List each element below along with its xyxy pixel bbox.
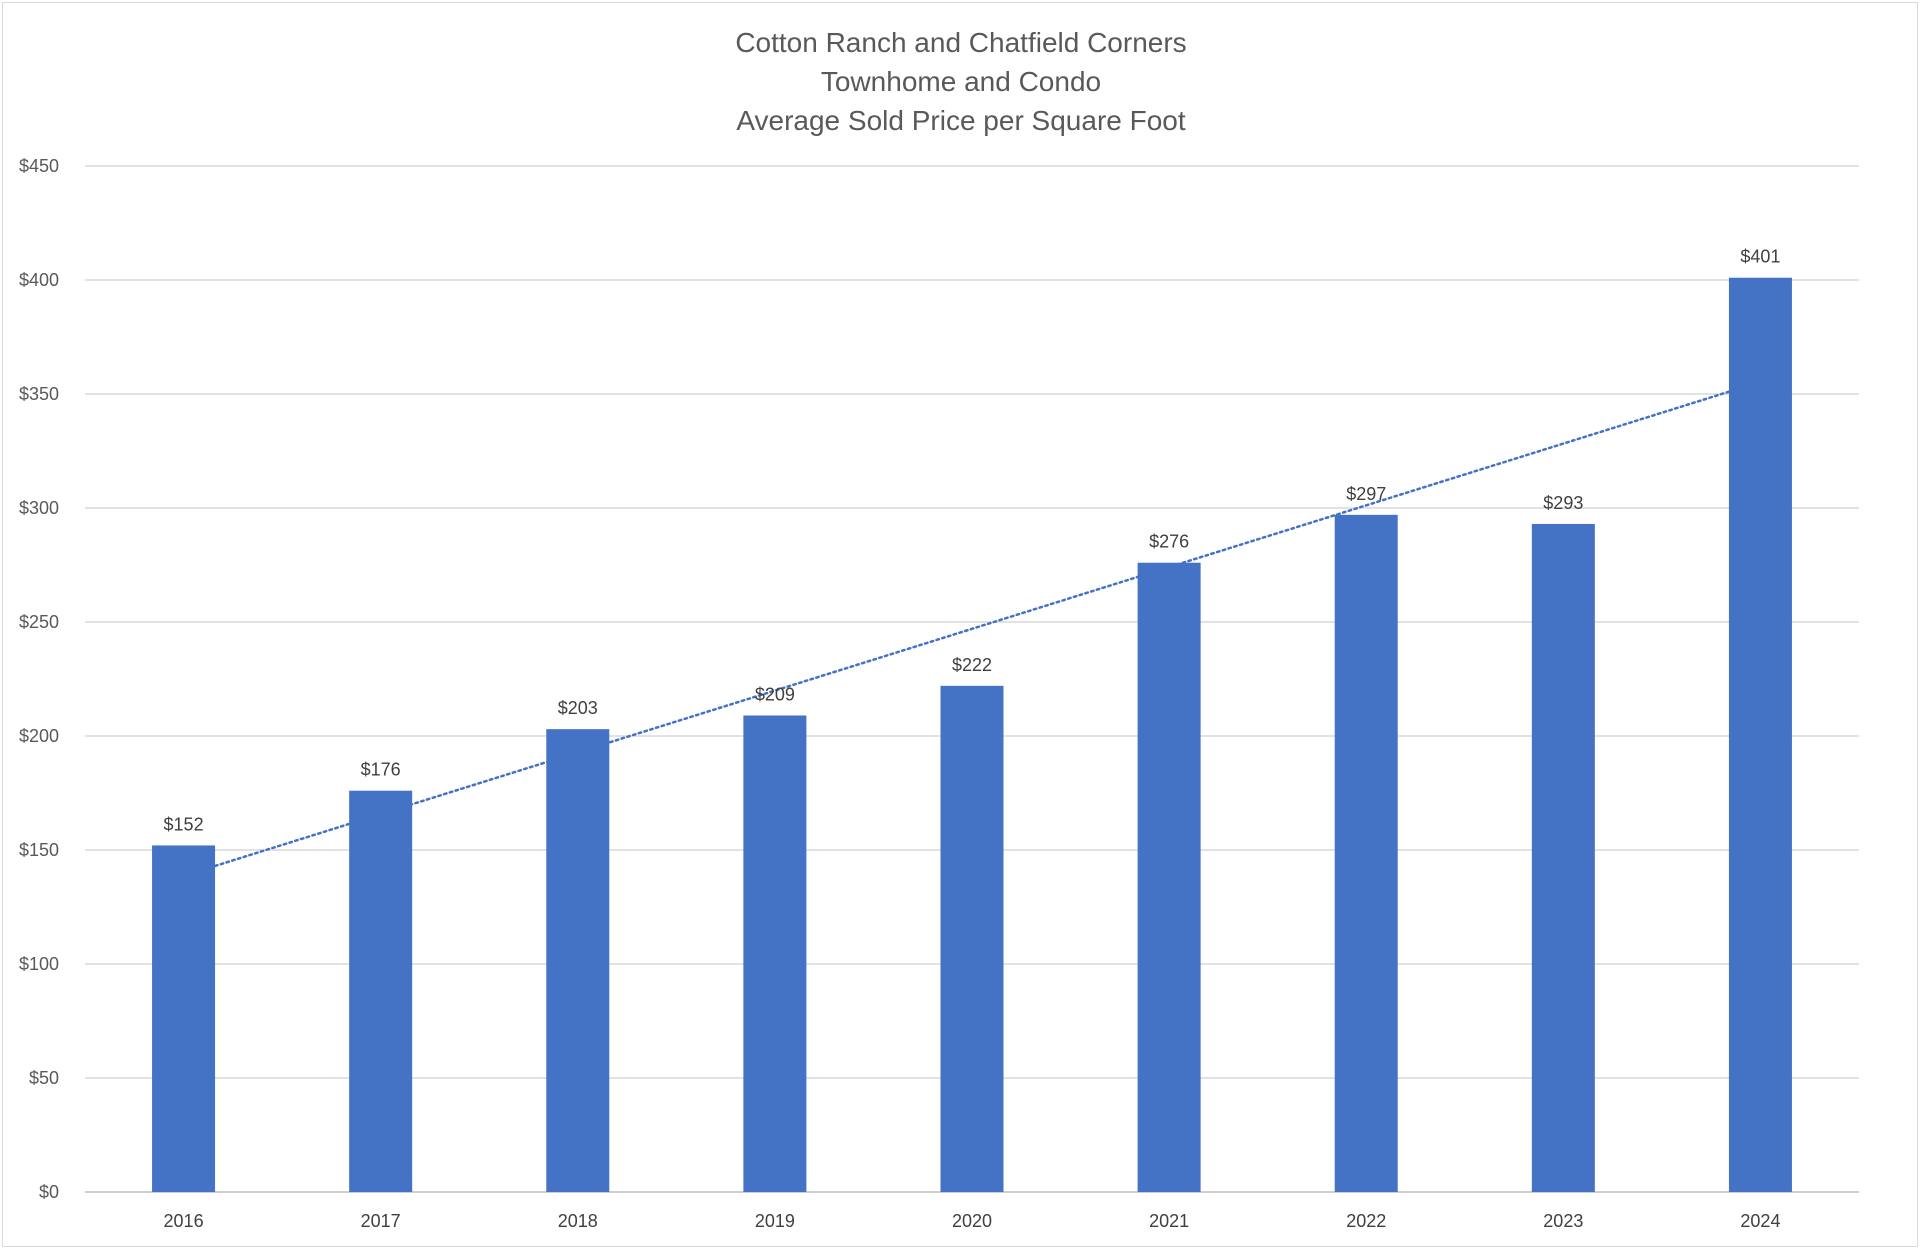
x-tick-label: 2022 (1346, 1211, 1386, 1231)
bar-2019 (743, 715, 807, 1192)
data-label-2016: $152 (164, 814, 204, 834)
x-tick-label: 2018 (558, 1211, 598, 1231)
data-label-2024: $401 (1740, 247, 1780, 267)
bar-2018 (546, 729, 610, 1192)
chart-title-line-2: Townhome and Condo (821, 66, 1101, 97)
bar-2021 (1137, 562, 1201, 1192)
x-tick-label: 2019 (755, 1211, 795, 1231)
bar-2016 (152, 845, 216, 1192)
bar-2022 (1334, 514, 1398, 1192)
x-tick-label: 2023 (1543, 1211, 1583, 1231)
x-tick-label: 2016 (164, 1211, 204, 1231)
chart-title-line-1: Cotton Ranch and Chatfield Corners (735, 27, 1186, 58)
y-axis-tick-labels: $0 $50 $100 $150 $200 $250 $300 $350 $400 $450 (19, 156, 59, 1202)
data-labels: $152 $176 $203 $209 $222 $276 $297 $293 $401 (164, 247, 1781, 835)
y-tick-label: $400 (19, 270, 59, 290)
bar-2020 (940, 685, 1004, 1192)
bars (152, 277, 1792, 1193)
x-tick-label: 2024 (1740, 1211, 1780, 1231)
y-tick-label: $300 (19, 498, 59, 518)
data-label-2022: $297 (1346, 484, 1386, 504)
x-tick-label: 2021 (1149, 1211, 1189, 1231)
trendline (213, 390, 1731, 868)
data-label-2021: $276 (1149, 532, 1189, 552)
y-tick-label: $150 (19, 840, 59, 860)
bar-2024 (1728, 277, 1792, 1193)
y-tick-label: $250 (19, 612, 59, 632)
y-tick-label: $0 (39, 1182, 59, 1202)
trendline-group (213, 390, 1731, 868)
x-axis-tick-labels: 2016 2017 2018 2019 2020 2021 2022 2023 2024 (164, 1211, 1781, 1231)
y-tick-label: $100 (19, 954, 59, 974)
y-tick-label: $450 (19, 156, 59, 176)
y-tick-label: $200 (19, 726, 59, 746)
y-tick-label: $350 (19, 384, 59, 404)
data-label-2018: $203 (558, 698, 598, 718)
bar-2017 (349, 790, 413, 1192)
bar-chart: Cotton Ranch and Chatfield Corners Townh… (19, 27, 1859, 1231)
chart-title-line-3: Average Sold Price per Square Foot (736, 105, 1186, 136)
data-label-2020: $222 (952, 655, 992, 675)
bar-2023 (1531, 523, 1595, 1192)
data-label-2019: $209 (755, 684, 795, 704)
data-label-2017: $176 (361, 760, 401, 780)
x-tick-label: 2017 (361, 1211, 401, 1231)
chart-title: Cotton Ranch and Chatfield Corners Townh… (735, 27, 1186, 136)
data-label-2023: $293 (1543, 493, 1583, 513)
x-tick-label: 2020 (952, 1211, 992, 1231)
y-tick-label: $50 (29, 1068, 59, 1088)
